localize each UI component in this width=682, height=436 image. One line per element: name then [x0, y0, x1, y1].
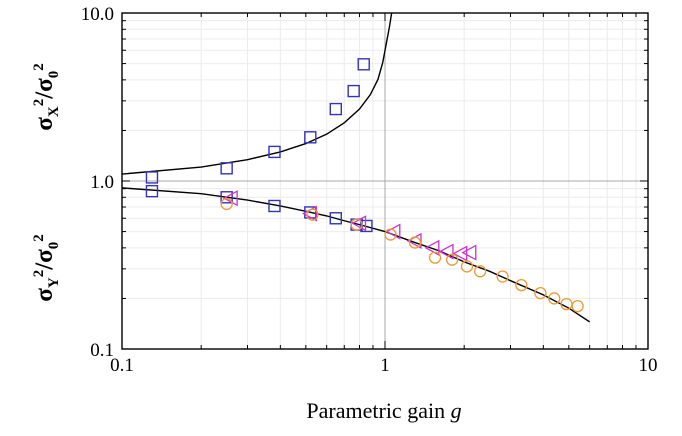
ylabel-top-base2: σ: [31, 78, 58, 92]
reference-lines: [122, 13, 648, 349]
series-4-circle-point: [496, 270, 509, 283]
y-tick-label: 1.0: [90, 172, 114, 193]
series-4-circle-point: [460, 260, 474, 273]
x-axis-title: Parametric gain g: [306, 398, 461, 423]
series-1-square-point: [220, 162, 233, 175]
series-3-triangle-point: [438, 243, 454, 260]
data-points: [145, 58, 584, 313]
ylabel-bottom-sup1: 2: [31, 270, 47, 278]
series-4-circle-point: [473, 265, 487, 278]
ylabel-top-sub1: X: [46, 106, 62, 117]
series-1-square-point: [304, 131, 317, 144]
series-4-circle-point: [428, 251, 442, 264]
series-4-circle-point: [534, 287, 547, 300]
y-axis-title-bottom: σY2/σ02: [31, 234, 62, 302]
series-2-square-point: [145, 184, 159, 198]
fit-curves: [122, 13, 591, 323]
series-3-triangle-point: [424, 239, 440, 256]
y-tick-label: 0.1: [90, 340, 114, 361]
fit-curve-1: [122, 13, 393, 175]
x-tick-label: 0.1: [110, 355, 134, 376]
series-1-square-point: [268, 145, 281, 159]
series-1-square-point: [347, 84, 360, 98]
series-4-circle-point: [560, 297, 573, 311]
series-4-circle-point: [548, 292, 561, 305]
axis-ticks: [121, 12, 649, 350]
y-tick-label: 10.0: [81, 4, 114, 25]
ylabel-top-sup2: 2: [31, 63, 47, 71]
series-4-circle-point: [384, 228, 397, 241]
series-3-triangle-point: [222, 190, 238, 207]
ylabel-bottom-sub2: 0: [46, 242, 62, 250]
series-4-circle-point: [350, 218, 363, 231]
series-2-square-point: [220, 191, 233, 204]
ylabel-top-base: σ: [31, 117, 58, 131]
series-2-square-point: [360, 219, 373, 233]
series-3-triangle-point: [385, 223, 401, 240]
series-4-circle-point: [571, 299, 584, 313]
series-1-square-point: [357, 58, 370, 71]
x-tick-label: 10: [639, 355, 658, 376]
series-1-square-point: [329, 102, 342, 116]
series-3-triangle-point: [452, 245, 468, 262]
y-axis-title-top: σX2/σ02: [31, 63, 62, 131]
tick-labels: 0.1 1 10 0.1 1.0 10.0: [81, 4, 658, 376]
ylabel-bottom-slash: /: [31, 262, 58, 271]
ylabel-top-sub2: 0: [46, 71, 62, 79]
fit-curve-2: [122, 187, 591, 323]
series-4-circle-point: [306, 208, 319, 221]
series-4-circle-point: [515, 278, 528, 292]
ylabel-bottom-base: σ: [31, 288, 58, 302]
ylabel-bottom-base2: σ: [31, 249, 58, 263]
x-axis-title-symbol: g: [451, 398, 462, 423]
x-tick-label: 1: [380, 355, 390, 376]
series-4-circle-point: [408, 236, 422, 249]
ylabel-top-sup1: 2: [31, 99, 47, 107]
ylabel-bottom-sub1: Y: [46, 277, 62, 288]
x-axis-title-text: Parametric gain: [306, 398, 445, 423]
series-1-square-point: [145, 171, 159, 184]
ylabel-top-slash: /: [31, 91, 58, 100]
series-3-triangle-point: [461, 244, 477, 261]
series-4-circle-point: [220, 197, 233, 211]
ylabel-bottom-sup2: 2: [31, 234, 47, 242]
series-2-square-point: [329, 212, 342, 225]
series-4-circle-point: [445, 253, 459, 266]
series-2-square-point: [268, 199, 281, 213]
